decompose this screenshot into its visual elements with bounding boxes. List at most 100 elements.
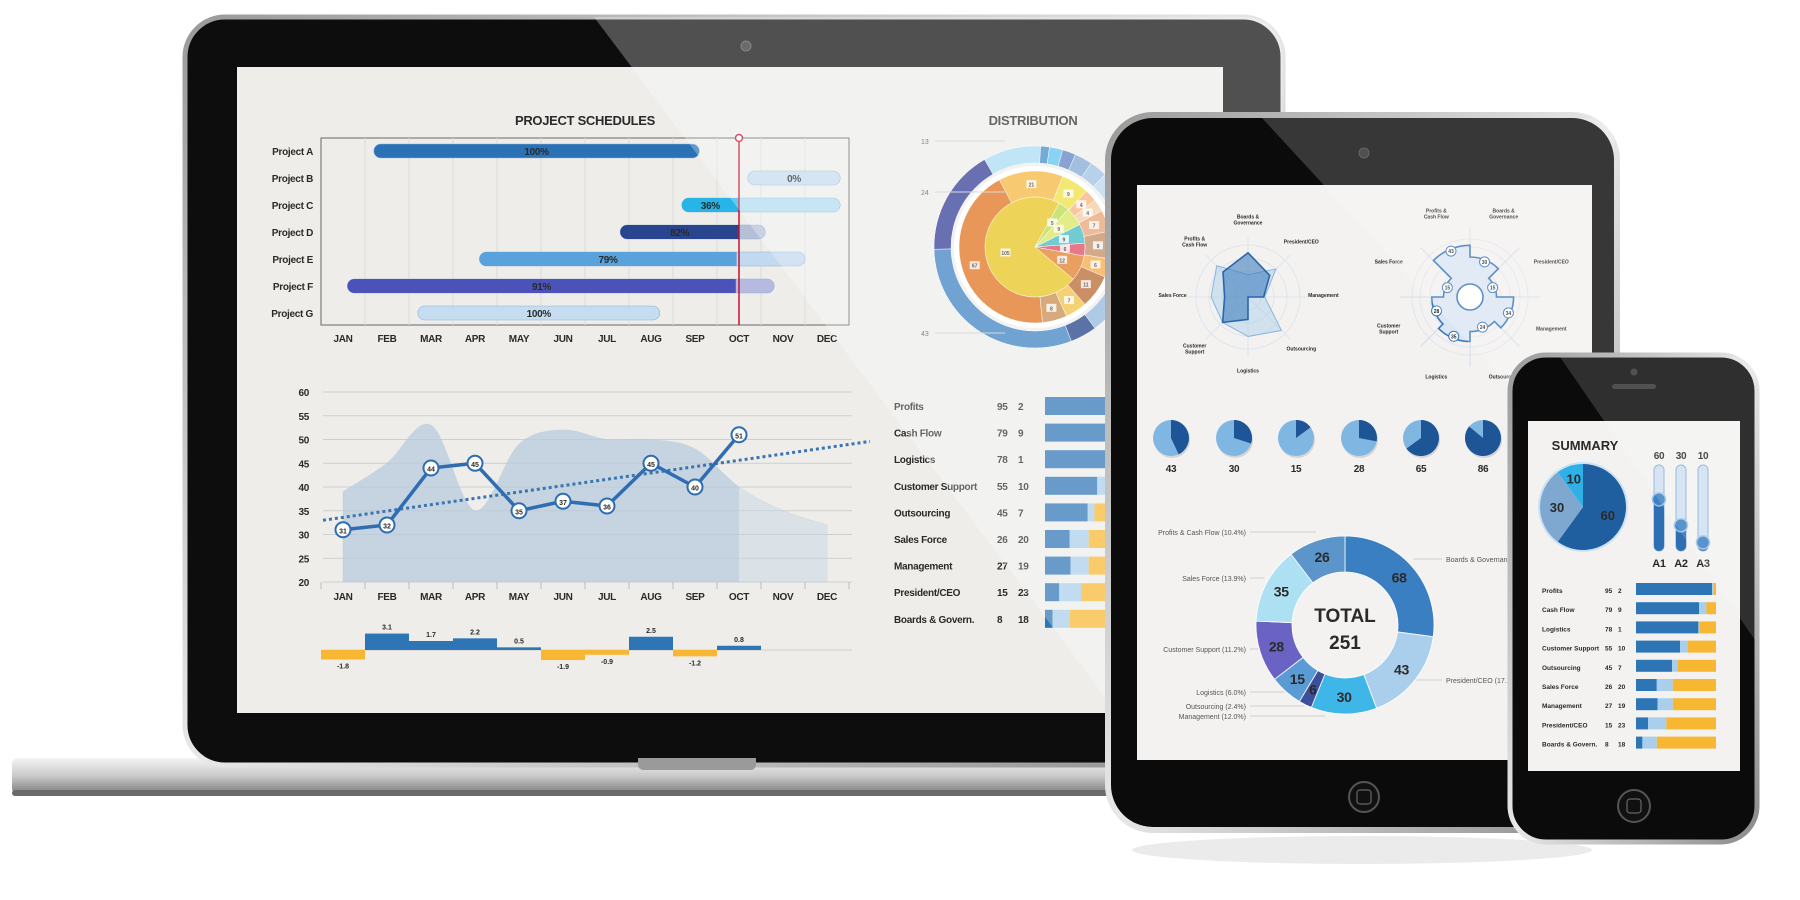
summary-title: SUMMARY <box>1552 438 1619 453</box>
laptop-list-row-value-2: 1 <box>1018 455 1024 466</box>
laptop-list-row-label: Management <box>894 562 953 573</box>
donut-slice-value: 35 <box>1274 584 1289 600</box>
phone-list-bar-segment-2 <box>1672 659 1678 672</box>
laptop-list-row-label: Sales Force <box>894 535 948 546</box>
laptop-list-bar-segment-2 <box>1059 583 1082 602</box>
gantt-bar-track <box>747 170 841 186</box>
home-square-icon <box>1626 798 1642 814</box>
slider-handle[interactable] <box>1695 535 1711 550</box>
phone-list-bar-segment-3 <box>1672 698 1716 711</box>
polar-value-badge <box>1431 305 1443 317</box>
radar-axis-label-line: Boards & <box>1237 215 1260 221</box>
radar-axis-label: Profits & Cash Flow <box>1182 237 1207 249</box>
laptop-list-row-value-2: 19 <box>1018 562 1029 573</box>
deviation-label: 1.7 <box>426 632 436 639</box>
gantt-month-tick: JAN <box>333 334 352 345</box>
donut-slice-value: 30 <box>1337 689 1352 705</box>
phone-list-row-label: Management <box>1542 703 1583 710</box>
polar-value-badge <box>1445 245 1457 257</box>
phone-list-bar-segment-3 <box>1688 640 1716 653</box>
polar-value-label: 24 <box>1480 325 1486 331</box>
line-x-tick: MAR <box>420 592 443 603</box>
phone-list-row-label: Outsourcing <box>1542 665 1581 672</box>
slider-handle[interactable] <box>1651 492 1667 507</box>
polar-axis-label-line: Profits & <box>1426 209 1447 215</box>
laptop-list-row-value-1: 79 <box>997 429 1008 440</box>
distribution-value-label: 11 <box>1083 283 1089 289</box>
laptop-list-bar-segment-2 <box>1087 503 1095 522</box>
laptop-list-row-label: Logistics <box>894 455 936 466</box>
phone-list-row-value-2: 2 <box>1618 588 1622 595</box>
donut-legend-label: President/CEO (17.1%) <box>1446 678 1519 685</box>
phone-list-row-value-2: 9 <box>1618 607 1622 614</box>
laptop-list-row-label: Customer Support <box>894 482 978 493</box>
line-point <box>378 516 396 534</box>
distribution-value-label: 9 <box>1097 244 1100 250</box>
radar-axis-label: Customer Support <box>1183 343 1206 355</box>
slider-value-label: 60 <box>1654 451 1665 462</box>
donut-slice-value: 68 <box>1392 570 1407 586</box>
tablet-shadow <box>1132 836 1592 864</box>
laptop-list-bar-segment-1 <box>1045 583 1060 602</box>
deviation-bar <box>453 638 497 650</box>
slider-value-label: 30 <box>1676 451 1687 462</box>
phone-list-row-value-2: 1 <box>1618 626 1622 633</box>
laptop-list-bar-segment-1 <box>1045 476 1098 495</box>
line-point-label: 40 <box>691 486 699 493</box>
line-point-label: 45 <box>647 462 655 469</box>
phone-home-button[interactable] <box>1617 789 1651 823</box>
laptop-list-row-label: Outsourcing <box>894 508 950 519</box>
gantt-month-tick: FEB <box>377 334 396 345</box>
distribution-outer-segment <box>933 159 994 250</box>
line-point <box>598 497 616 515</box>
distribution-value-label: 67 <box>972 264 978 270</box>
radar-axis-label-line: Governance <box>1234 221 1263 227</box>
laptop-list-row-value-1: 27 <box>997 562 1008 573</box>
distribution-label-bg <box>1089 221 1100 230</box>
line-point <box>730 426 748 444</box>
donut-legend-label: Boards & Governance <box>1446 557 1515 564</box>
phone-list-row-value-2: 20 <box>1618 684 1626 691</box>
phone-list-row-label: Logistics <box>1542 626 1571 633</box>
deviation-bar <box>497 647 541 650</box>
polar-axis-label: Profits & Cash Flow <box>1424 209 1449 221</box>
mini-pie-slice <box>1171 420 1189 455</box>
line-x-tick: AUG <box>640 592 662 603</box>
slider-handle[interactable] <box>1673 517 1689 533</box>
mini-pie-label: 86 <box>1478 464 1489 475</box>
distribution-value-label: 4 <box>1086 211 1089 217</box>
radar-axis-label-line: Customer <box>1183 343 1206 349</box>
deviation-bar <box>629 636 673 650</box>
deviation-label: -1.9 <box>557 664 569 671</box>
polar-axis-label-line: Cash Flow <box>1424 215 1449 221</box>
line-point <box>510 502 528 520</box>
phone-list-bar-segment-3 <box>1656 736 1716 749</box>
deviation-label: 3.1 <box>382 625 392 632</box>
laptop-camera-icon <box>740 40 752 52</box>
mini-pie-slice <box>1359 420 1377 442</box>
phone-list-bar-segment-1 <box>1636 602 1700 615</box>
distribution-value-label: 8 <box>1050 306 1053 312</box>
phone-list-bar-segment-3 <box>1713 583 1716 595</box>
polar-value-label: 15 <box>1445 286 1451 292</box>
phone-list-bar-segment-1 <box>1636 583 1712 595</box>
distribution-label-bg <box>1046 303 1057 312</box>
phone-list-bar-segment-1 <box>1636 698 1658 711</box>
polar-axis-label-line: Sales Force <box>1375 259 1403 265</box>
polar-axis-label: Logistics <box>1425 374 1447 380</box>
gantt-month-tick: MAR <box>420 334 443 345</box>
laptop-list-bar-segment-1 <box>1045 530 1070 548</box>
line-x-tick: APR <box>465 592 486 603</box>
deviation-label: 2.5 <box>646 628 656 635</box>
slider-value-label: 10 <box>1698 451 1709 462</box>
gantt-task-label: Project C <box>272 201 313 212</box>
line-point-label: 45 <box>471 462 479 469</box>
mini-pie-slice <box>1296 420 1311 438</box>
polar-axis-label-line: Support <box>1379 330 1398 336</box>
gantt-bar-label: 91% <box>532 282 552 293</box>
distribution-outer-label: 24 <box>921 190 929 197</box>
laptop-list-row-value-2: 18 <box>1018 615 1029 626</box>
tablet-home-button[interactable] <box>1348 781 1380 813</box>
distribution-value-label: 105 <box>1001 251 1010 257</box>
phone-list-bar-segment-2 <box>1712 583 1714 595</box>
